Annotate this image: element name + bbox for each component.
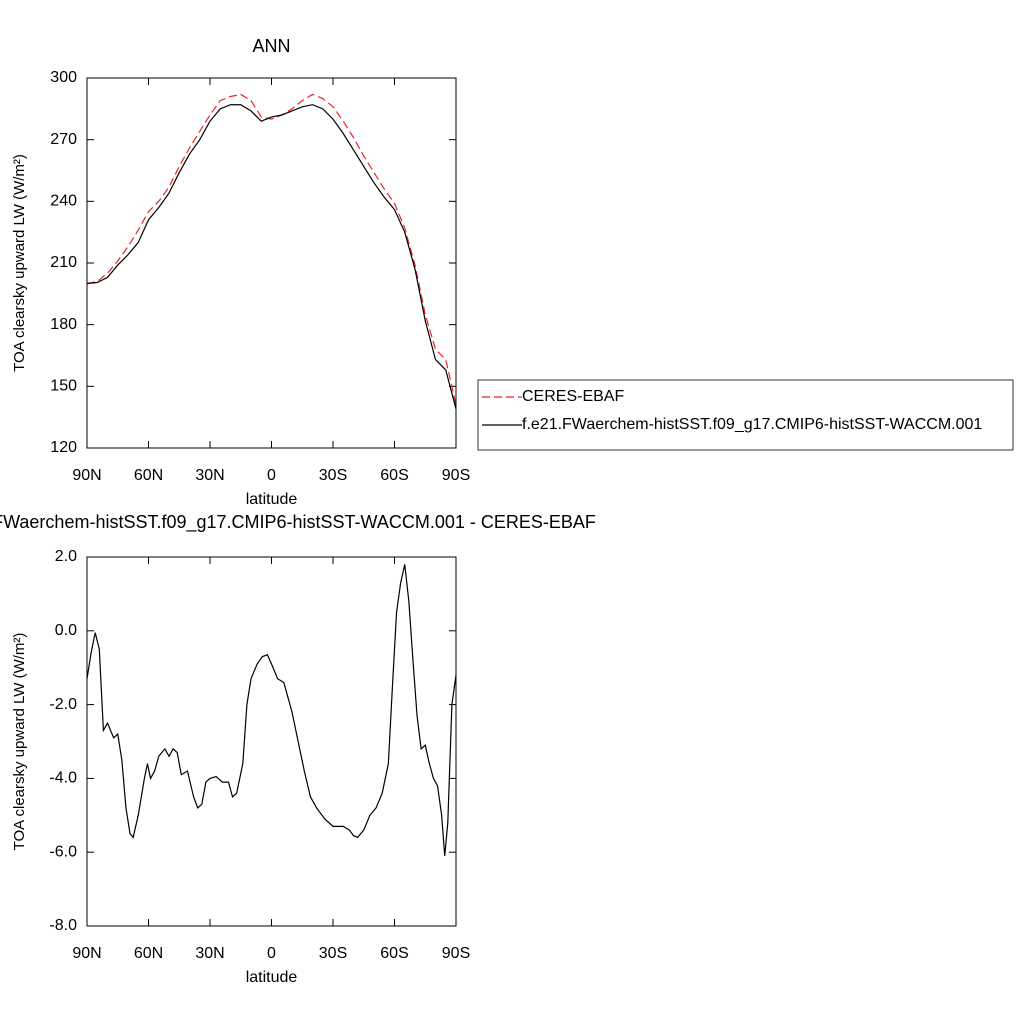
y-tick-label: 120 (50, 439, 77, 456)
y-tick-label: -2.0 (49, 696, 77, 713)
y-tick-label: 210 (50, 254, 77, 271)
data-line (86, 93, 457, 405)
y-tick-label: -4.0 (49, 770, 77, 787)
x-tick-label: 90N (72, 945, 101, 962)
chart-title: f.e21.FWaerchem-histSST.f09_g17.CMIP6-hi… (0, 512, 596, 533)
x-tick-label: 30S (319, 945, 347, 962)
y-axis-label: TOA clearsky upward LW (W/m²) (11, 633, 28, 851)
x-tick-label: 90N (72, 467, 101, 484)
data-line (86, 564, 457, 856)
x-tick-label: 30S (319, 467, 347, 484)
y-tick-label: -6.0 (49, 843, 77, 860)
x-axis-label: latitude (246, 969, 298, 986)
x-tick-label: 30N (195, 945, 224, 962)
legend: CERES-EBAF f.e21.FWaerchem-histSST.f09_g1… (477, 379, 1014, 451)
legend-box (477, 379, 1014, 451)
legend-label: f.e21.FWaerchem-histSST.f09_g17.CMIP6-hi… (522, 416, 982, 433)
y-tick-label: 270 (50, 131, 77, 148)
x-tick-label: 60N (134, 945, 163, 962)
chart-title: ANN (252, 36, 290, 56)
x-tick-label: 60N (134, 467, 163, 484)
x-tick-label: 90S (442, 945, 470, 962)
y-tick-label: 240 (50, 193, 77, 210)
plot-frame (86, 556, 457, 927)
x-tick-label: 0 (267, 945, 276, 962)
y-tick-label: 2.0 (55, 548, 77, 565)
y-tick-label: 150 (50, 378, 77, 395)
y-tick-label: -8.0 (49, 917, 77, 934)
y-axis-label: TOA clearsky upward LW (W/m²) (11, 154, 28, 372)
y-tick-label: 0.0 (55, 622, 77, 639)
y-tick-label: 180 (50, 316, 77, 333)
x-tick-label: 60S (380, 945, 408, 962)
x-tick-label: 30N (195, 467, 224, 484)
data-line (86, 104, 457, 410)
x-tick-label: 0 (267, 467, 276, 484)
plot-frame (86, 77, 457, 449)
legend-label: CERES-EBAF (522, 388, 624, 405)
x-tick-label: 60S (380, 467, 408, 484)
x-tick-label: 90S (442, 467, 470, 484)
x-axis-label: latitude (246, 491, 298, 508)
y-tick-label: 300 (50, 69, 77, 86)
